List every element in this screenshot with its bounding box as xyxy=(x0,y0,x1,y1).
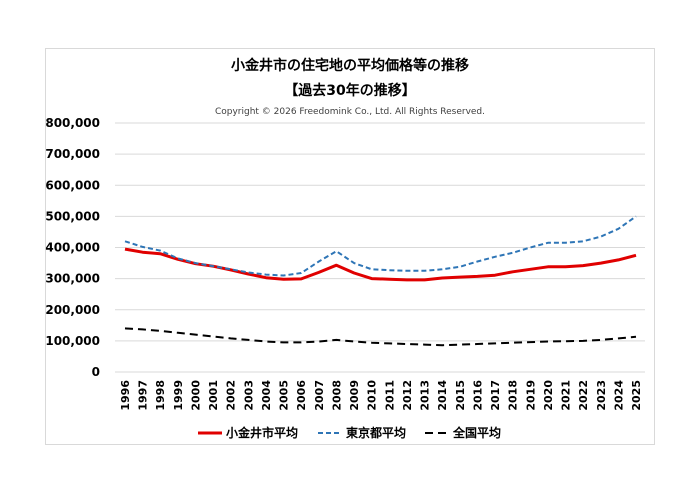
x-tick-label: 2012 xyxy=(401,380,414,411)
x-tick-label: 2009 xyxy=(348,380,361,411)
legend-swatch xyxy=(425,431,449,434)
x-tick-label: 2025 xyxy=(630,380,643,411)
x-tick-label: 1998 xyxy=(154,380,167,411)
x-tick-label: 2018 xyxy=(507,380,520,411)
legend-swatch xyxy=(198,431,222,434)
y-tick-label: 300,000 xyxy=(45,272,100,286)
copyright: Copyright © 2026 Freedomink Co., Ltd. Al… xyxy=(214,107,486,117)
x-tick-label: 2010 xyxy=(366,380,379,411)
chart-subtitle: 【過去30年の推移】 xyxy=(284,83,416,99)
y-tick-label: 400,000 xyxy=(45,241,100,255)
legend-swatch xyxy=(318,431,342,434)
x-tick-label: 2016 xyxy=(471,380,484,411)
y-tick-label: 0 xyxy=(92,365,100,379)
x-tick-label: 2022 xyxy=(577,380,590,411)
x-tick-label: 2005 xyxy=(278,380,291,411)
x-tick-label: 2006 xyxy=(295,380,308,411)
x-tick-label: 2004 xyxy=(260,380,273,411)
x-tick-label: 2024 xyxy=(612,380,625,411)
y-tick-label: 700,000 xyxy=(45,147,100,161)
x-tick-label: 2013 xyxy=(419,380,432,411)
series-line-1 xyxy=(124,215,637,277)
x-tick-label: 2019 xyxy=(524,380,537,411)
series-line-2 xyxy=(124,327,637,347)
x-tick-label: 2002 xyxy=(225,380,238,411)
x-tick-label: 2011 xyxy=(383,380,396,411)
legend-label: 全国平均 xyxy=(453,426,502,440)
legend-item: 小金井市平均 xyxy=(198,424,298,441)
x-tick-label: 2008 xyxy=(330,380,343,411)
x-tick-label: 2015 xyxy=(454,380,467,411)
y-tick-label: 600,000 xyxy=(45,178,100,192)
x-tick-label: 2020 xyxy=(542,380,555,411)
x-tick-label: 2017 xyxy=(489,380,502,411)
x-tick-label: 2003 xyxy=(242,380,255,411)
chart-title: 小金井市の住宅地の平均価格等の推移 xyxy=(231,58,469,74)
chart-frame xyxy=(45,48,655,445)
x-tick-label: 2007 xyxy=(313,380,326,411)
legend-item: 全国平均 xyxy=(425,424,501,441)
x-tick-label: 1999 xyxy=(172,380,185,411)
x-tick-label: 2021 xyxy=(560,380,573,411)
y-tick-label: 200,000 xyxy=(45,303,100,317)
legend-label: 小金井市平均 xyxy=(226,426,299,440)
x-tick-label: 1996 xyxy=(119,380,132,411)
legend-label: 東京都平均 xyxy=(346,426,407,440)
x-tick-label: 1997 xyxy=(137,380,150,411)
y-tick-label: 800,000 xyxy=(45,116,100,130)
x-tick-label: 2000 xyxy=(189,380,202,411)
y-tick-label: 500,000 xyxy=(45,209,100,223)
legend-item: 東京都平均 xyxy=(318,424,406,441)
y-tick-label: 100,000 xyxy=(45,334,100,348)
x-tick-label: 2023 xyxy=(595,380,608,411)
x-tick-label: 2014 xyxy=(436,380,449,411)
x-tick-label: 2001 xyxy=(207,380,220,411)
